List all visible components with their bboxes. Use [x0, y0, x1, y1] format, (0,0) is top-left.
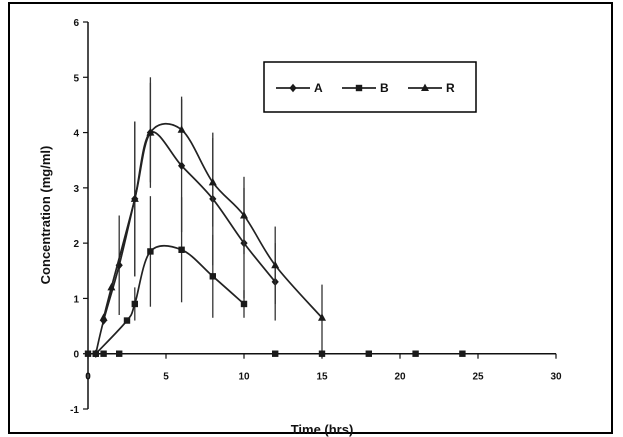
data-point — [208, 177, 217, 186]
data-point — [240, 211, 248, 219]
data-point — [412, 350, 419, 357]
data-point — [178, 161, 186, 170]
data-point — [272, 350, 279, 357]
x-tick-label: 20 — [394, 372, 406, 383]
data-point — [146, 128, 155, 136]
series-r — [99, 77, 326, 351]
y-tick-label: 2 — [73, 239, 79, 250]
axes: -1 0 1 2 3 4 5 6 0 5 10 15 20 25 30 — [70, 18, 562, 416]
series-b — [92, 196, 248, 357]
legend-marker — [355, 84, 363, 92]
data-point — [116, 350, 123, 357]
data-point — [178, 246, 185, 253]
y-axis-label: Concentration (mg/ml) — [38, 146, 53, 285]
y-tick-label: 5 — [73, 73, 79, 84]
x-tick-label: 25 — [472, 372, 484, 383]
y-tick-label: 6 — [73, 18, 79, 29]
y-tick-label: -1 — [70, 405, 79, 416]
y-tick-label: 4 — [73, 129, 79, 140]
x-tick-label: 0 — [85, 372, 91, 383]
legend-box — [263, 61, 477, 113]
legend-item-r: R — [408, 81, 455, 95]
legend-marker — [421, 83, 429, 91]
x-axis-label: Time (hrs) — [291, 422, 354, 437]
plot-area — [84, 77, 466, 358]
y-tick-label: 3 — [73, 184, 79, 195]
data-point — [99, 313, 108, 321]
series-baseline — [84, 350, 466, 357]
legend-label: A — [314, 81, 323, 95]
data-point — [365, 350, 372, 357]
data-point — [318, 350, 326, 357]
legend-item-b: B — [342, 81, 389, 95]
x-tick-label: 15 — [316, 372, 328, 383]
y-tick-label: 1 — [73, 294, 79, 305]
data-point — [459, 350, 466, 357]
y-tick-label: 0 — [73, 350, 79, 361]
legend-label: R — [446, 81, 455, 95]
data-point — [240, 300, 248, 308]
data-point — [84, 350, 92, 357]
data-point — [209, 273, 216, 280]
legend-marker — [289, 83, 297, 93]
data-point — [318, 313, 326, 321]
x-tick-label: 30 — [550, 372, 562, 383]
data-point — [130, 194, 139, 202]
data-point — [271, 260, 280, 269]
x-tick-label: 5 — [163, 372, 169, 383]
data-point — [100, 350, 107, 357]
data-point — [147, 248, 154, 255]
legend-item-a: A — [276, 81, 323, 95]
data-point — [177, 125, 186, 133]
data-point — [123, 317, 131, 324]
data-point — [92, 350, 99, 357]
data-point — [107, 282, 116, 291]
data-point — [131, 300, 138, 308]
x-tick-label: 10 — [238, 372, 250, 383]
legend-label: B — [380, 81, 389, 95]
